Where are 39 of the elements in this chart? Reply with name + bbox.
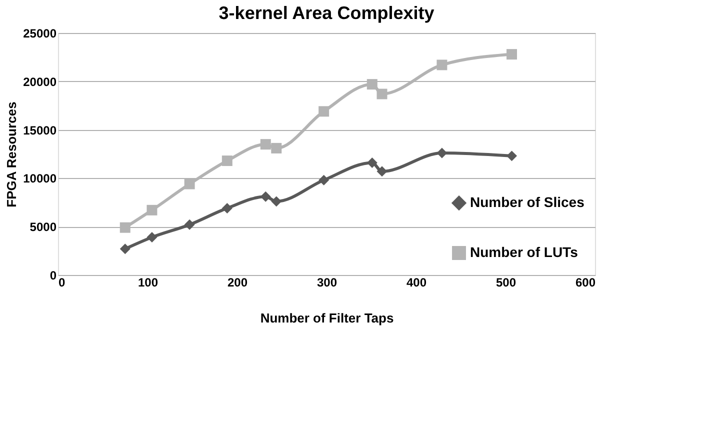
point <box>222 202 232 214</box>
x-tick-label: 100 <box>138 276 158 290</box>
y-tick-label: 5000 <box>30 220 57 234</box>
point <box>271 196 282 207</box>
point <box>366 157 378 168</box>
y-tick-label: 15000 <box>23 123 57 138</box>
x-tick-label: 600 <box>575 276 596 290</box>
point <box>120 244 130 254</box>
legend-label: Number of LUTs <box>470 244 578 260</box>
y-axis-title: FPGA Resources <box>4 102 20 208</box>
point <box>376 88 388 100</box>
point <box>222 156 232 166</box>
y-tick-label: 25000 <box>23 26 57 40</box>
point <box>506 49 518 60</box>
point <box>436 60 448 70</box>
point <box>271 142 282 154</box>
point <box>506 150 518 162</box>
point <box>146 232 158 242</box>
point <box>260 139 271 150</box>
chart-title: 3-kernel Area Complexity <box>218 3 434 23</box>
point <box>376 166 388 177</box>
x-tick-label: 400 <box>406 276 427 290</box>
legend-label: Number of Slices <box>470 194 585 210</box>
point <box>436 148 448 158</box>
point <box>318 106 330 117</box>
x-tick-label: 200 <box>227 276 248 290</box>
point <box>366 79 378 90</box>
point <box>146 204 158 216</box>
point <box>184 219 195 230</box>
x-axis-title: Number of Filter Taps <box>260 310 394 326</box>
point <box>184 178 195 190</box>
y-tick-label: 20000 <box>23 74 57 89</box>
point <box>260 191 271 202</box>
x-tick-label: 500 <box>496 276 516 290</box>
point <box>120 222 130 233</box>
x-tick-label: 0 <box>58 276 66 290</box>
x-tick-label: 300 <box>316 276 338 290</box>
y-tick-label: 10000 <box>23 172 57 186</box>
point <box>318 174 330 186</box>
